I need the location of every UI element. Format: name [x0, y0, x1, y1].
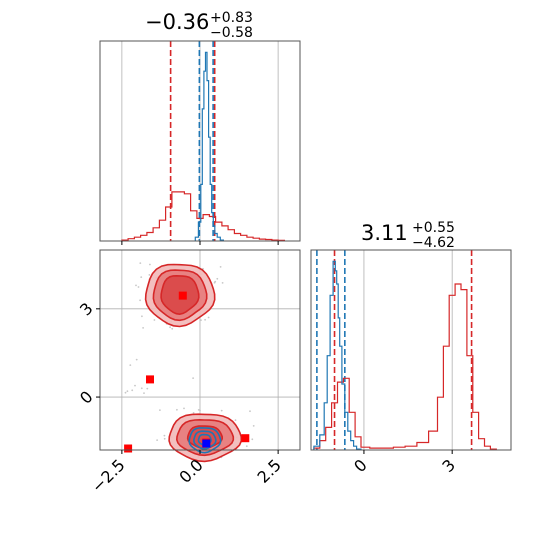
scatter-point-11: [148, 274, 151, 276]
scatter-point-0: [140, 387, 143, 390]
scatter-point-7: [163, 434, 166, 437]
scatter-point-9: [135, 358, 138, 361]
param1-title-minus: −4.62: [412, 235, 455, 251]
param0-title-plus: +0.83: [210, 10, 253, 26]
scatter-point-72: [131, 389, 134, 392]
histogram-blue-1: [194, 51, 224, 241]
param0-marginal-ticks: [121, 241, 279, 245]
scatter-point-83: [234, 419, 237, 421]
tick-label-x-0: 0: [350, 455, 371, 476]
scatter-point-13: [176, 408, 178, 411]
scatter-point-42: [171, 327, 174, 330]
scatter-point-45: [129, 364, 132, 366]
scatter-point-44: [216, 277, 219, 280]
joint-markers: [124, 291, 250, 453]
scatter-point-63: [126, 390, 129, 393]
tick-label-x-0: −2.5: [88, 455, 129, 496]
param1-marginal-histograms: [313, 260, 497, 450]
scatter-point-35: [142, 327, 145, 329]
param0-title-value: −0.36: [145, 10, 209, 34]
scatter-point-87: [163, 437, 166, 440]
scatter-point-46: [141, 315, 143, 318]
scatter-point-58: [197, 409, 200, 411]
marker-5: [202, 439, 211, 448]
tick-label-x-2: 2.5: [254, 455, 285, 486]
scatter-point-54: [192, 377, 195, 379]
scatter-point-78: [251, 438, 254, 441]
scatter-point-23: [249, 410, 251, 413]
scatter-point-51: [214, 280, 217, 283]
scatter-point-71: [140, 276, 143, 278]
scatter-point-65: [183, 407, 185, 410]
scatter-point-21: [200, 319, 202, 321]
scatter-point-36: [134, 384, 136, 387]
marker-0: [178, 291, 187, 300]
param1-marginal-quantile-lines: [316, 250, 473, 450]
scatter-point-39: [204, 318, 207, 321]
scatter-point-80: [153, 319, 156, 321]
histogram-red-0: [313, 283, 497, 450]
scatter-point-85: [252, 425, 255, 427]
histogram-red-0: [121, 191, 285, 241]
scatter-point-47: [137, 286, 140, 288]
scatter-point-82: [149, 263, 151, 266]
histogram-blue-1: [313, 260, 362, 450]
param1-marginal-grid: [363, 250, 453, 450]
scatter-point-1: [159, 409, 161, 411]
scatter-point-52: [219, 266, 222, 268]
scatter-point-27: [124, 391, 127, 394]
scatter-point-59: [156, 439, 159, 441]
marker-3: [241, 434, 250, 443]
param0-title-minus: −0.58: [210, 25, 253, 41]
scatter-point-33: [220, 409, 223, 412]
param0-marginal-histograms: [121, 51, 285, 241]
joint-grid: [100, 250, 300, 450]
scatter-point-17: [139, 299, 142, 302]
param0-marginal-quantile-lines: [169, 41, 216, 241]
scatter-point-18: [146, 387, 149, 390]
marker-2: [124, 444, 133, 453]
scatter-point-34: [207, 316, 210, 319]
tick-label-y-1: 3: [76, 299, 97, 320]
param1-marginal-axes: [311, 250, 511, 450]
joint-panel: −2.5 0.0 2.503: [76, 249, 301, 496]
param1-title-plus: +0.55: [412, 220, 455, 236]
scatter-point-60: [221, 282, 224, 284]
scatter-point-66: [192, 412, 195, 414]
tick-label-y-0: 0: [76, 387, 97, 408]
tick-label-x-1: 3: [438, 455, 459, 476]
param0-marginal-panel: −0.36 +0.83 −0.58: [99, 10, 301, 245]
scatter-point-31: [245, 445, 248, 448]
param1-title-value: 3.11: [361, 221, 408, 245]
scatter-point-73: [169, 326, 172, 329]
scatter-point-81: [143, 392, 145, 394]
scatter-point-6: [139, 262, 142, 264]
param1-marginal-frame: [310, 249, 512, 451]
scatter-point-40: [135, 284, 137, 287]
marker-1: [146, 375, 154, 384]
